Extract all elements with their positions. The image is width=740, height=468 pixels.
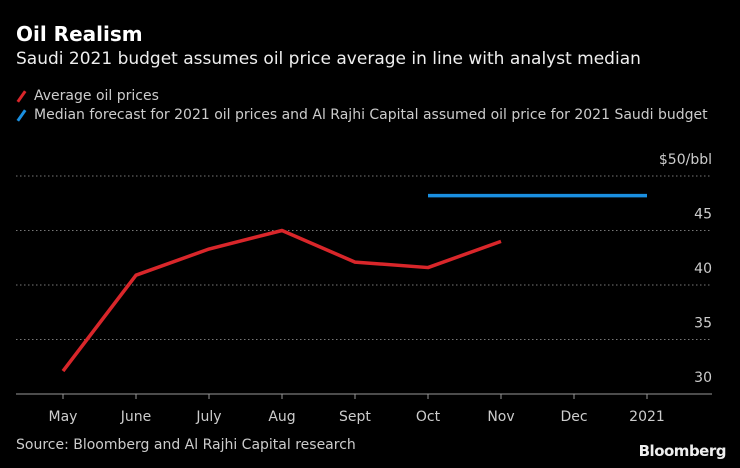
y-tick-label: 45 [694, 207, 712, 223]
chart-subtitle: Saudi 2021 budget assumes oil price aver… [16, 49, 641, 69]
x-tick-label: July [195, 409, 221, 425]
brand-logo: Bloomberg [638, 442, 727, 460]
legend-label: Average oil prices [34, 88, 159, 104]
legend-item: Median forecast for 2021 oil prices and … [16, 106, 716, 124]
x-tick-label: Sept [339, 409, 371, 425]
legend-label: Median forecast for 2021 oil prices and … [34, 107, 708, 123]
series-line [61, 228, 502, 373]
legend-item: Average oil prices [16, 87, 716, 105]
x-tick-label: Oct [416, 409, 441, 425]
y-tick-label: 40 [694, 261, 712, 277]
x-tick-label: June [120, 409, 152, 425]
y-tick-label: 35 [694, 316, 712, 332]
x-tick-label: May [49, 409, 78, 425]
x-tick-label: Aug [268, 409, 295, 425]
x-tick-label: Nov [487, 409, 514, 425]
chart-title: Oil Realism [16, 22, 143, 46]
x-tick-label: Dec [560, 409, 587, 425]
x-tick-label: 2021 [629, 409, 665, 425]
legend: Average oil prices Median forecast for 20… [16, 87, 716, 125]
source-note: Source: Bloomberg and Al Rajhi Capital r… [16, 437, 356, 453]
y-tick-label: $50/bbl [659, 152, 712, 168]
y-tick-label: 30 [694, 370, 712, 386]
